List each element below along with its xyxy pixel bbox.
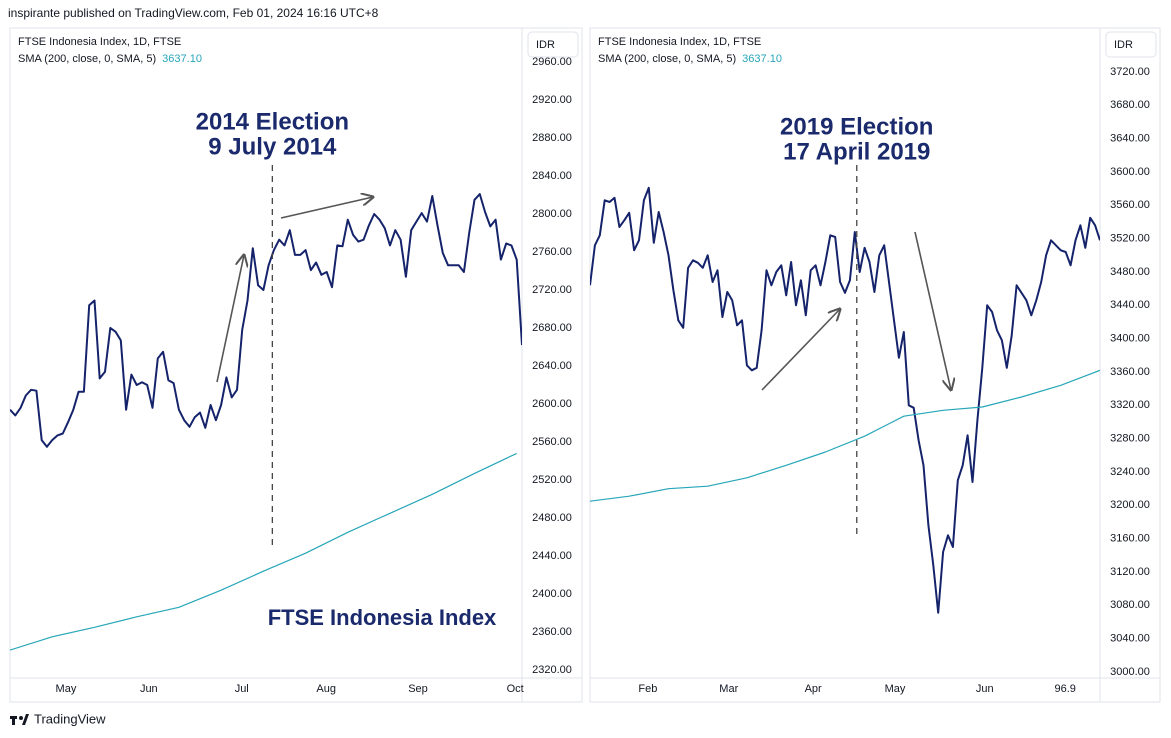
y-tick-label: 2960.00 (532, 56, 572, 68)
x-tick-label: Sep (408, 683, 428, 695)
y-tick-label: 2600.00 (532, 398, 572, 410)
logo (10, 714, 29, 725)
legend-title: FTSE Indonesia Index, 1D, FTSE (598, 36, 761, 48)
panel-frame (589, 27, 1161, 703)
plot-area (590, 186, 1100, 614)
y-tick-label: 2880.00 (532, 132, 572, 144)
event-label: 2019 Election (780, 113, 933, 140)
event-label: 9 July 2014 (208, 133, 337, 160)
y-tick-label: 3040.00 (1110, 633, 1150, 645)
y-tick-label: 3520.00 (1110, 233, 1150, 245)
arrow (216, 255, 244, 383)
y-tick-label: 2520.00 (532, 474, 572, 486)
x-tick-label: Jun (976, 683, 994, 695)
currency-box (527, 31, 579, 58)
event-label: 17 April 2019 (783, 138, 930, 165)
logo-part (12, 716, 15, 725)
x-tick-label: Aug (316, 683, 336, 695)
price-line (590, 369, 1100, 502)
y-tick-label: 2760.00 (532, 246, 572, 258)
y-tick-label: 3080.00 (1110, 599, 1150, 611)
y-tick-label: 2360.00 (532, 626, 572, 638)
event-label: 2014 Election (196, 108, 349, 135)
legend-value: 3637.10 (742, 53, 782, 65)
x-tick-label: Jun (140, 683, 158, 695)
y-tick-label: 3240.00 (1110, 466, 1150, 478)
y-tick-label: 3120.00 (1110, 566, 1150, 578)
price-line (590, 186, 1100, 614)
legend-indicator: SMA (200, close, 0, SMA, 5) (18, 53, 156, 65)
publish-info: inspirante published on TradingView.com,… (8, 6, 379, 20)
x-tick-label: May (885, 683, 906, 695)
y-tick-label: 2560.00 (532, 436, 572, 448)
y-tick-label: 3480.00 (1110, 266, 1150, 278)
y-tick-label: 2440.00 (532, 550, 572, 562)
arrow (761, 309, 840, 391)
currency-label: IDR (536, 39, 555, 51)
y-tick-label: 3440.00 (1110, 299, 1150, 311)
y-tick-label: 2320.00 (532, 664, 572, 676)
y-tick-label: 2720.00 (532, 284, 572, 296)
x-tick-label: May (56, 683, 77, 695)
chart-annotation: FTSE Indonesia Index (268, 605, 497, 630)
y-tick-label: 3360.00 (1110, 366, 1150, 378)
x-tick-label: 96.9 (1054, 683, 1075, 695)
y-tick-label: 3560.00 (1110, 199, 1150, 211)
y-tick-label: 3400.00 (1110, 333, 1150, 345)
legend-value: 3637.10 (162, 53, 202, 65)
y-tick-label: 3640.00 (1110, 133, 1150, 145)
y-tick-label: 3680.00 (1110, 99, 1150, 111)
y-tick-label: 3280.00 (1110, 433, 1150, 445)
plot-area (10, 193, 522, 651)
y-tick-label: 2400.00 (532, 588, 572, 600)
price-line (10, 452, 517, 651)
arrows (216, 197, 951, 391)
x-tick-label: Jul (235, 683, 249, 695)
y-tick-label: 3600.00 (1110, 166, 1150, 178)
y-tick-label: 2480.00 (532, 512, 572, 524)
y-tick-label: 3000.00 (1110, 666, 1150, 678)
y-tick-label: 3320.00 (1110, 399, 1150, 411)
price-line (10, 193, 522, 448)
y-tick-label: 2800.00 (532, 208, 572, 220)
legend-title: FTSE Indonesia Index, 1D, FTSE (18, 36, 181, 48)
logo-part (22, 714, 29, 725)
x-tick-label: Feb (638, 683, 657, 695)
brand: TradingView (34, 711, 106, 726)
currency-box (1105, 31, 1157, 58)
currency-label: IDR (1114, 39, 1133, 51)
y-tick-label: 2640.00 (532, 360, 572, 372)
y-tick-label: 2920.00 (532, 94, 572, 106)
y-tick-label: 3720.00 (1110, 66, 1150, 78)
logo-part (19, 716, 23, 720)
arrow (914, 231, 951, 390)
y-tick-label: 2840.00 (532, 170, 572, 182)
x-tick-label: Apr (805, 683, 822, 695)
legend-indicator: SMA (200, close, 0, SMA, 5) (598, 53, 736, 65)
y-tick-label: 3160.00 (1110, 533, 1150, 545)
x-tick-label: Oct (507, 683, 524, 695)
y-tick-label: 3200.00 (1110, 499, 1150, 511)
y-tick-label: 2680.00 (532, 322, 572, 334)
arrow (280, 197, 373, 219)
x-tick-label: Mar (719, 683, 738, 695)
